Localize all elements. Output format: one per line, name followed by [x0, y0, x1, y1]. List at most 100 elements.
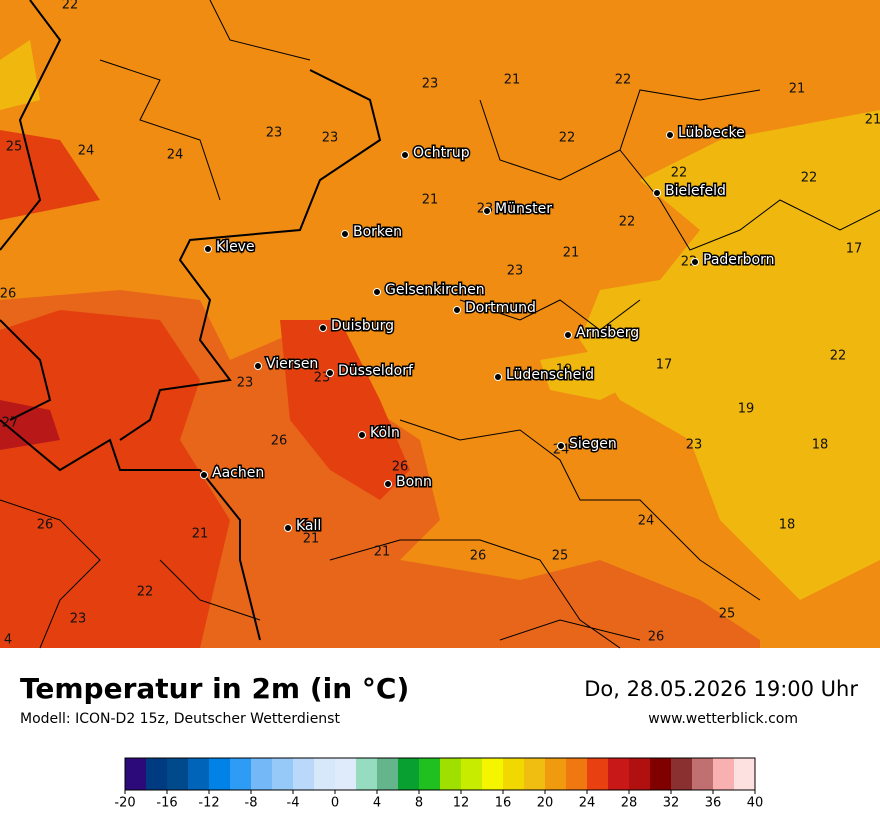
region-border: [0, 0, 880, 649]
scale-bin: [608, 758, 630, 790]
city-dot: [204, 245, 212, 253]
hot-region: [0, 130, 100, 220]
title: Temperatur in 2m (in °C): [20, 672, 409, 705]
scale-bin: [335, 758, 357, 790]
city-name: Lübbecke: [678, 125, 745, 141]
scale-bin: [188, 758, 210, 790]
city-dot: [384, 480, 392, 488]
scale-bin: [398, 758, 420, 790]
scale-bin: [545, 758, 567, 790]
temperature-label: 25: [6, 140, 23, 155]
city-name: Dortmund: [465, 300, 536, 316]
valid-time: Do, 28.05.2026 19:00 Uhr: [584, 677, 858, 701]
hot-region: [280, 320, 410, 500]
scale-bin: [251, 758, 273, 790]
scale-tick-label: -4: [287, 796, 300, 811]
temperature-label: 23: [237, 376, 254, 391]
temperature-label: 25: [552, 549, 569, 564]
city-name: Kleve: [216, 239, 255, 255]
national-border: [0, 0, 382, 641]
temperature-label: 21: [504, 73, 521, 88]
temperature-label: 24: [638, 514, 655, 529]
scale-bin: [293, 758, 315, 790]
scale-bin: [587, 758, 609, 790]
scale-bin: [440, 758, 462, 790]
temperature-label: 18: [812, 438, 829, 453]
very-hot-region: [0, 400, 60, 450]
temperature-label: 23: [322, 131, 339, 146]
scale-tick-label: -16: [156, 796, 177, 811]
scale-tick-label: 4: [373, 796, 381, 811]
scale-bin: [419, 758, 441, 790]
city-dot: [341, 230, 349, 238]
city-name: Kall: [296, 518, 321, 534]
scale-bin: [356, 758, 378, 790]
city-name: Düsseldorf: [338, 363, 414, 379]
scale-bin: [377, 758, 399, 790]
scale-bin: [629, 758, 651, 790]
temperature-label: 23: [314, 371, 331, 386]
temperature-label: 22: [62, 0, 79, 13]
temperature-label: 26: [392, 460, 409, 475]
city-name: Viersen: [266, 356, 318, 372]
scale-bin: [230, 758, 252, 790]
scale-tick-label: -20: [114, 796, 135, 811]
city-name: Münster: [495, 201, 552, 217]
scale-bin: [524, 758, 546, 790]
scale-bin: [671, 758, 693, 790]
temperature-label: 21: [303, 532, 320, 547]
temperature-label: 23: [70, 612, 87, 627]
temperature-label: 4: [4, 633, 12, 648]
scale-bin: [734, 758, 756, 790]
scale-tick-label: 28: [621, 796, 638, 811]
city-dot: [691, 258, 699, 266]
scale-tick-label: 24: [579, 796, 596, 811]
city-name: Köln: [370, 425, 400, 441]
scale-bin: [503, 758, 525, 790]
scale-tick-label: 20: [537, 796, 554, 811]
temperature-label: 19: [556, 363, 573, 378]
city-name: Siegen: [569, 436, 617, 452]
scale-bin: [650, 758, 672, 790]
temperature-label: 23: [686, 438, 703, 453]
temperature-label: 24: [167, 148, 184, 163]
city-dot: [373, 288, 381, 296]
city-name: Ochtrup: [413, 145, 470, 161]
city-dot: [200, 471, 208, 479]
temperature-label: 22: [830, 349, 847, 364]
scale-bin: [314, 758, 336, 790]
scale-tick-label: 40: [747, 796, 764, 811]
city-dot: [557, 442, 565, 450]
temperature-label: 17: [846, 242, 863, 257]
scale-tick-label: 36: [705, 796, 722, 811]
scale-bin: [167, 758, 189, 790]
temperature-label: 26: [648, 630, 665, 645]
temperature-label: 25: [719, 607, 736, 622]
temperature-label: 17: [656, 358, 673, 373]
temperature-label: 21: [724, 126, 741, 141]
city-dot: [284, 524, 292, 532]
temperature-label: 21: [422, 193, 439, 208]
scale-bin: [209, 758, 231, 790]
scale-tick-label: 0: [331, 796, 339, 811]
scale-tick-label: 16: [495, 796, 512, 811]
city-name: Bonn: [396, 474, 432, 490]
cool-region: [540, 350, 640, 400]
city-name: Arnsberg: [576, 325, 639, 341]
hot-region: [0, 310, 230, 648]
temperature-label: 22: [619, 215, 636, 230]
map: [0, 0, 880, 649]
temperature-label: 22: [137, 585, 154, 600]
temperature-label: 22: [801, 171, 818, 186]
map-labels: 22 23 21 22 21 21 25 24 24 23 23 22 21 22 22 21 23 22 21 23…: [0, 0, 880, 648]
city-dot: [564, 331, 572, 339]
scale-bin: [713, 758, 735, 790]
temperature-label: 22: [559, 131, 576, 146]
temperature-label: 22: [681, 255, 698, 270]
city-dot: [494, 373, 502, 381]
temperature-label: 23: [266, 126, 283, 141]
city-name: Bielefeld: [665, 183, 726, 199]
scale-tick-label: 8: [415, 796, 423, 811]
city-name: Borken: [353, 224, 402, 240]
